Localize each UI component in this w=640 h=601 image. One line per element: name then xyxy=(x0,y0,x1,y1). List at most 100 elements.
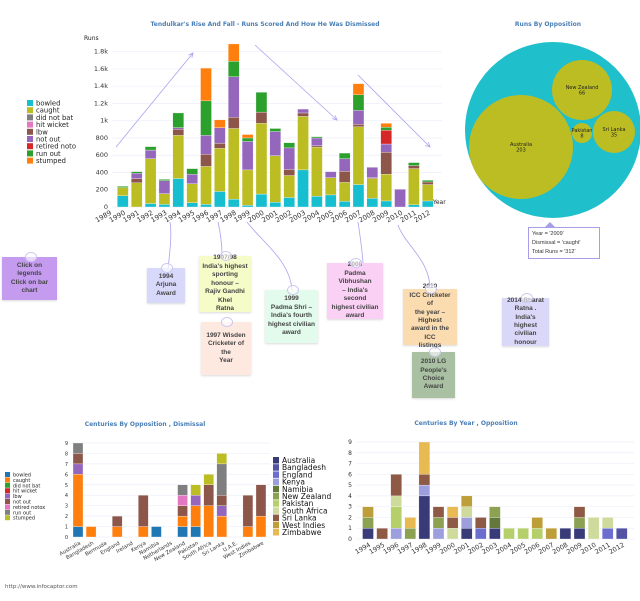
legend-item-south-africa[interactable]: South Africa xyxy=(282,506,328,515)
legend-swatch[interactable] xyxy=(27,100,33,106)
bar-segment-bowled[interactable] xyxy=(200,204,212,208)
bar-segment-not-out[interactable] xyxy=(72,453,84,465)
legend-item-did-not-bat[interactable]: did not bat xyxy=(13,483,40,489)
bar-segment-bowled[interactable] xyxy=(311,196,323,208)
bar-segment-caught[interactable] xyxy=(177,515,188,527)
bar-segment-caught[interactable] xyxy=(352,126,365,185)
legend-swatch[interactable] xyxy=(5,509,10,515)
bar-segment-caught[interactable] xyxy=(380,174,392,202)
bar-segment-bowled[interactable] xyxy=(408,204,420,208)
bar-segment-sri-lanka[interactable] xyxy=(376,528,388,540)
bar-segment-bowled[interactable] xyxy=(269,202,281,208)
bar-segment-caught[interactable] xyxy=(338,182,351,202)
bar-segment-australia[interactable] xyxy=(362,528,374,540)
bar-segment-lbw[interactable] xyxy=(228,117,240,129)
bar-segment-not-out[interactable] xyxy=(172,127,184,130)
bar-segment-caught[interactable] xyxy=(283,175,295,198)
bar-segment-bowled[interactable] xyxy=(366,198,378,208)
bar-segment-caught[interactable] xyxy=(216,515,227,538)
bar-segment-new-zealand[interactable] xyxy=(432,517,445,529)
bar-segment-bowled[interactable] xyxy=(325,194,337,208)
bar-segment-run-out[interactable] xyxy=(352,94,365,111)
bar-segment-not-out[interactable] xyxy=(203,484,214,506)
legend-item-caught[interactable]: caught xyxy=(36,107,60,115)
bar-segment-run-out[interactable] xyxy=(338,152,351,159)
bar-segment-not-out[interactable] xyxy=(214,127,226,144)
legend-item-retired-notox[interactable]: retired notox xyxy=(13,505,45,511)
legend-swatch[interactable] xyxy=(273,507,279,514)
bar-segment-australia[interactable] xyxy=(418,495,431,540)
legend-item-namibia[interactable]: Namibia xyxy=(282,485,313,494)
bar-segment-sri-lanka[interactable] xyxy=(573,506,586,518)
legend-swatch[interactable] xyxy=(273,464,279,471)
bar-segment-lbw[interactable] xyxy=(283,169,295,176)
legend-swatch[interactable] xyxy=(27,121,33,128)
bar-segment-west-indies[interactable] xyxy=(531,517,543,529)
bar-segment-lbw[interactable] xyxy=(352,124,365,127)
bar-segment-lbw[interactable] xyxy=(297,112,309,117)
legend-item-hit-wicket[interactable]: hit wicket xyxy=(13,489,37,495)
legend-swatch[interactable] xyxy=(27,150,33,157)
bar-segment-stumped[interactable] xyxy=(203,474,214,485)
bar-segment-bowled[interactable] xyxy=(177,526,188,538)
bar-segment-stumped[interactable] xyxy=(214,119,226,128)
bar-segment-sri-lanka[interactable] xyxy=(475,517,487,529)
bar-segment-not-out[interactable] xyxy=(366,167,378,178)
bar-segment-bowled[interactable] xyxy=(255,193,268,208)
bar-segment-caught[interactable] xyxy=(408,168,420,205)
bar-segment-zimbabwe[interactable] xyxy=(418,441,431,475)
bar-segment-england[interactable] xyxy=(602,528,614,540)
legend-swatch[interactable] xyxy=(273,514,279,522)
bar-segment-caught[interactable] xyxy=(117,187,129,196)
bar-segment-caught[interactable] xyxy=(297,116,309,171)
legend-item-not-out[interactable]: not out xyxy=(13,500,31,506)
bar-segment-south-africa[interactable] xyxy=(602,517,614,529)
bar-segment-bowled[interactable] xyxy=(72,526,84,538)
bar-segment-new-zealand[interactable] xyxy=(404,528,416,540)
legend-item-kenya[interactable]: Kenya xyxy=(282,478,305,487)
legend-swatch[interactable] xyxy=(5,482,10,488)
bar-segment-england[interactable] xyxy=(475,528,487,540)
bar-segment-not-out[interactable] xyxy=(200,135,212,155)
bar-segment-run-out[interactable] xyxy=(172,112,184,128)
bubble-sri-lanka[interactable] xyxy=(593,111,635,153)
bar-segment-not-out[interactable] xyxy=(138,495,149,527)
bar-segment-west-indies[interactable] xyxy=(461,495,473,507)
bar-segment-zimbabwe[interactable] xyxy=(404,517,416,529)
bar-segment-not-out[interactable] xyxy=(325,171,337,178)
bubble-pakistan[interactable] xyxy=(572,123,592,143)
bar-segment-not-out[interactable] xyxy=(228,76,240,118)
bar-segment-bowled[interactable] xyxy=(172,178,184,208)
bar-segment-pakistan[interactable] xyxy=(503,528,515,540)
bar-segment-caught[interactable] xyxy=(112,526,123,538)
legend-swatch[interactable] xyxy=(273,457,279,464)
bar-segment-run-out[interactable] xyxy=(380,127,392,131)
bar-segment-pakistan[interactable] xyxy=(390,506,402,529)
bar-segment-not-out[interactable] xyxy=(216,495,227,506)
bar-segment-caught[interactable] xyxy=(172,135,184,179)
legend-item-australia[interactable]: Australia xyxy=(282,456,315,465)
bar-segment-not-out[interactable] xyxy=(352,110,365,125)
legend-swatch[interactable] xyxy=(5,477,10,483)
legend-swatch[interactable] xyxy=(273,521,279,529)
bar-segment-not-out[interactable] xyxy=(177,505,188,517)
legend-item-hit-wicket[interactable]: hit wicket xyxy=(36,121,69,129)
bar-segment-not-out[interactable] xyxy=(241,141,254,171)
bar-segment-bangladesh[interactable] xyxy=(616,528,628,540)
bar-segment-caught[interactable] xyxy=(214,148,226,192)
bar-segment-bowled[interactable] xyxy=(422,200,434,208)
legend-swatch[interactable] xyxy=(27,114,33,121)
bar-segment-caught[interactable] xyxy=(158,193,171,205)
legend-item-zimbabwe[interactable]: Zimbabwe xyxy=(282,528,322,537)
bar-segment-stumped[interactable] xyxy=(200,67,212,102)
bar-segment-sri-lanka[interactable] xyxy=(432,506,445,518)
legend-swatch[interactable] xyxy=(5,493,10,499)
bar-segment-bowled[interactable] xyxy=(283,197,295,208)
legend-swatch[interactable] xyxy=(273,478,279,486)
bar-segment-lbw[interactable] xyxy=(172,129,184,136)
bar-segment-run-out[interactable] xyxy=(186,168,198,175)
bar-segment-run-out[interactable] xyxy=(311,136,323,139)
bar-segment-run-out[interactable] xyxy=(131,171,143,174)
legend-swatch[interactable] xyxy=(5,472,10,477)
bar-segment-lbw[interactable] xyxy=(422,181,434,185)
